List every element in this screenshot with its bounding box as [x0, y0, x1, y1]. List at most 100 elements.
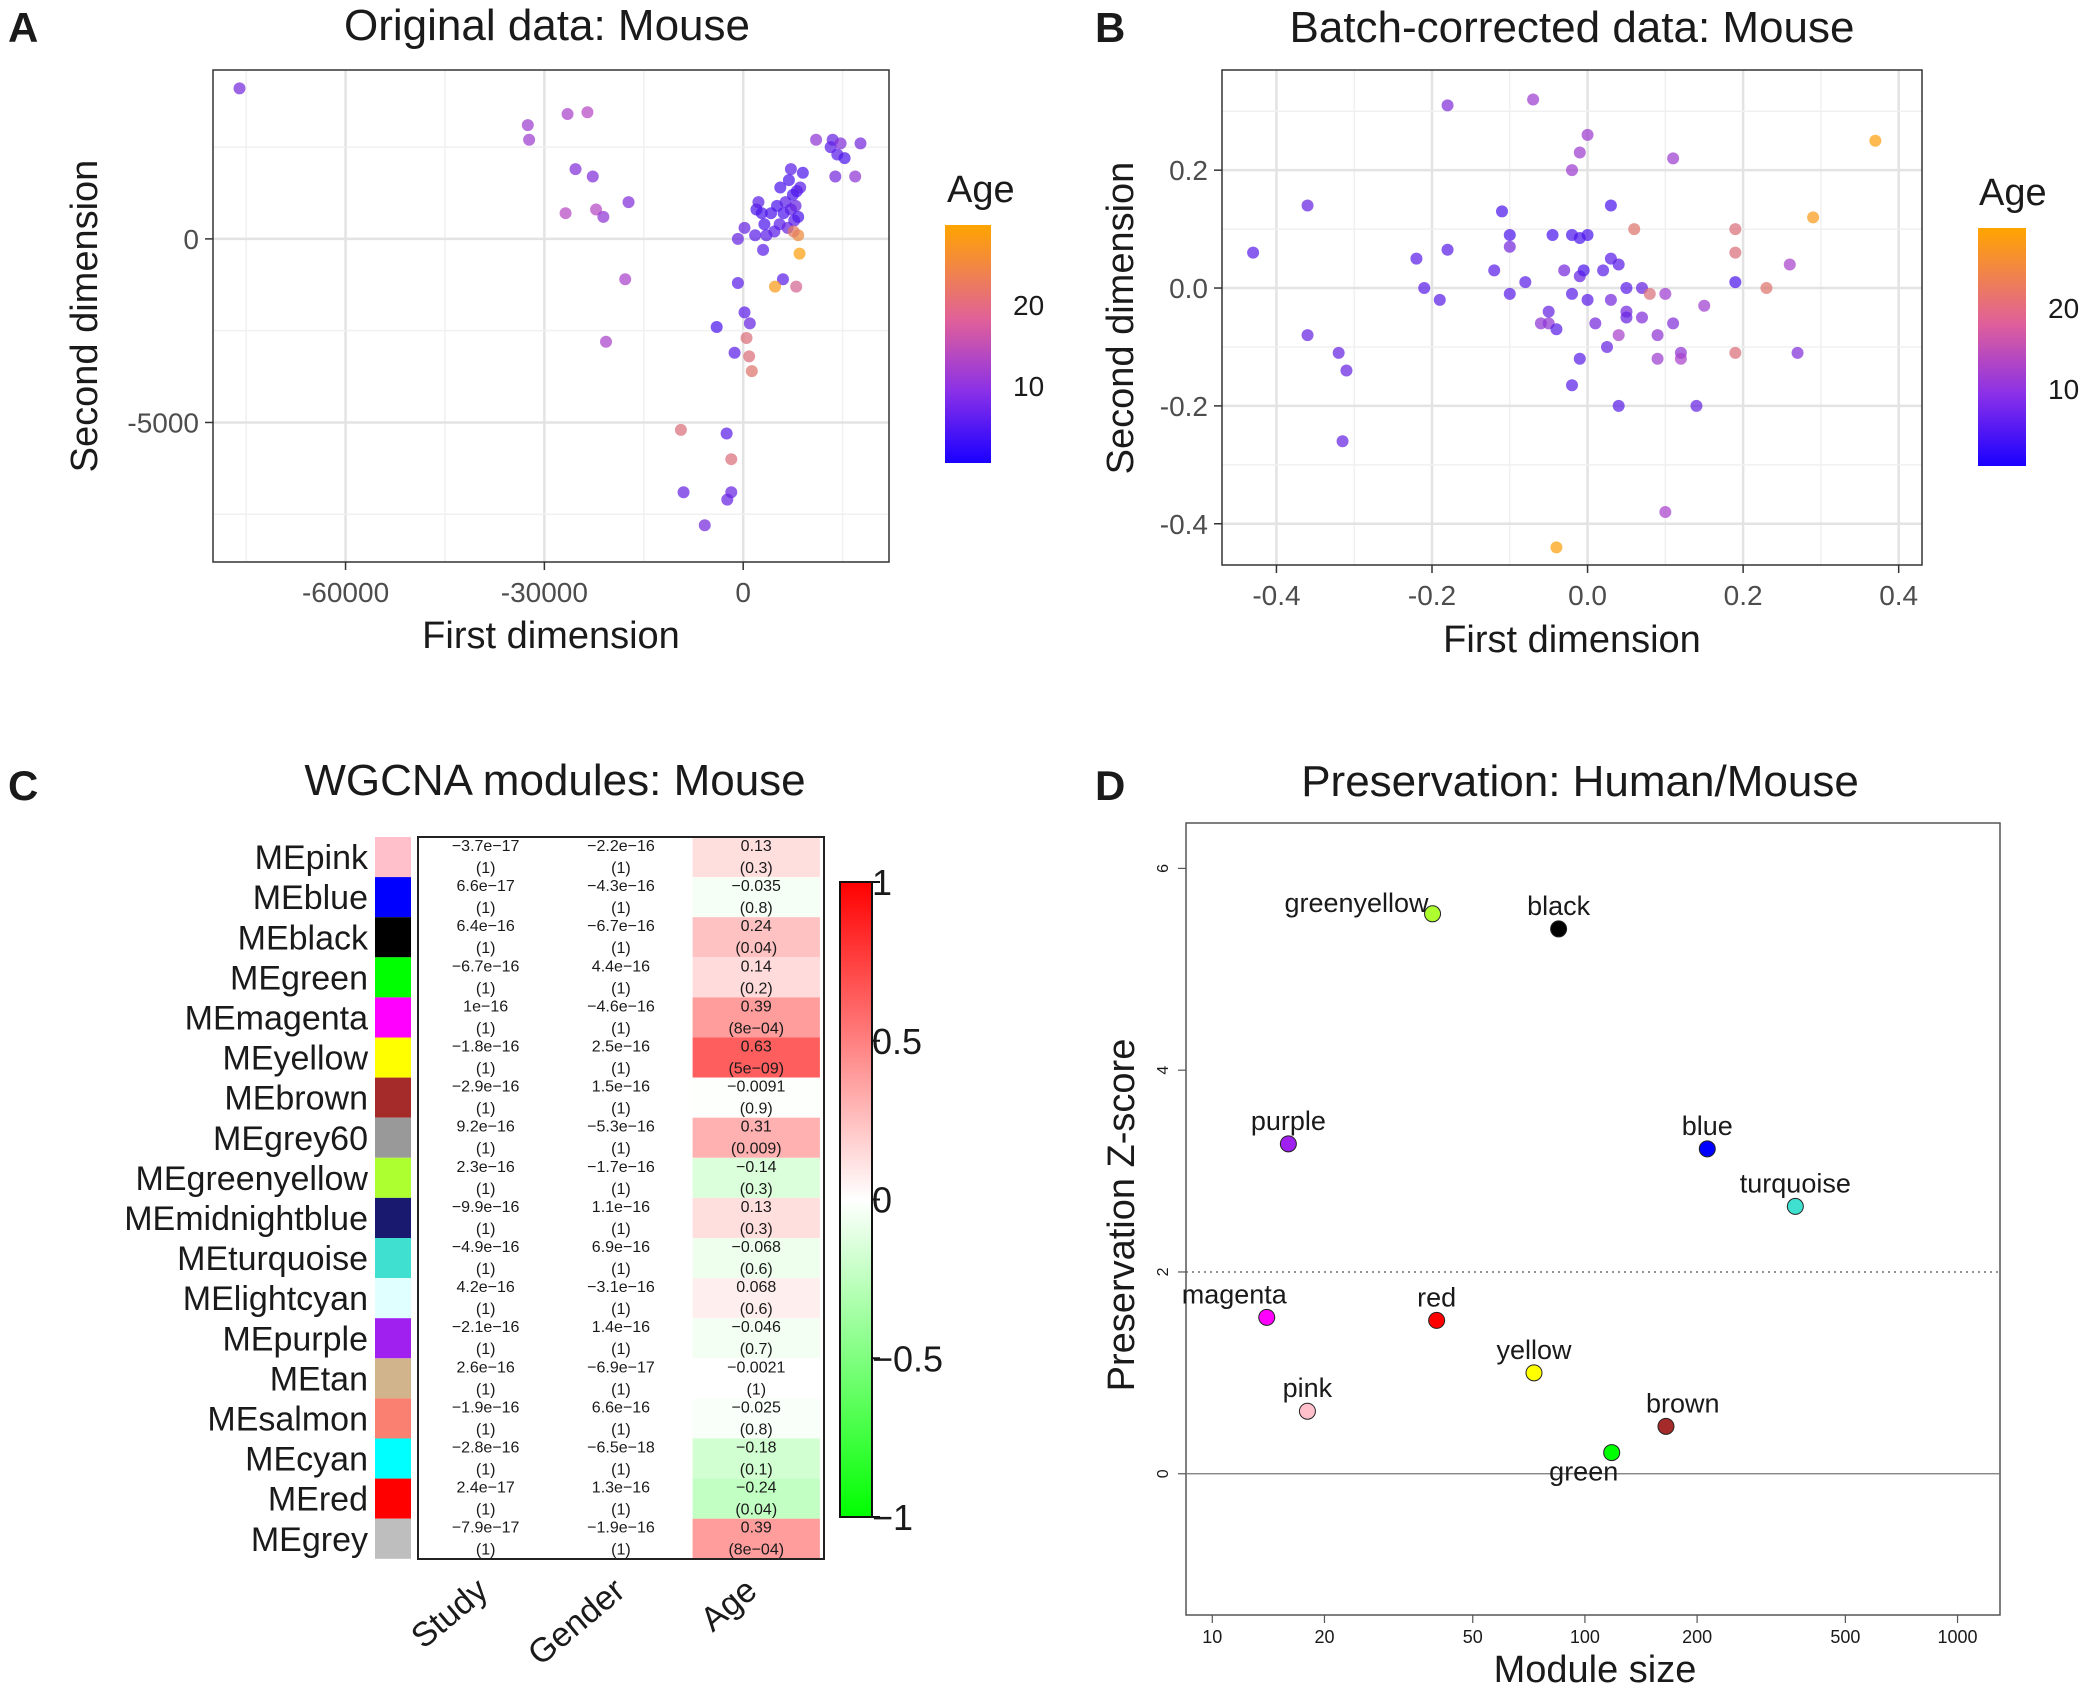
panel-c-cell-pvalue: (1) — [611, 1462, 631, 1479]
panel-d-ticks: 10 20 50 100 200 500 1000 0 2 4 6 — [1155, 864, 1978, 1647]
panel-d-point-label: green — [1549, 1457, 1618, 1487]
panel-b-point — [1597, 264, 1610, 277]
panel-c-cell — [692, 1478, 820, 1519]
panel-b-point — [1667, 317, 1680, 330]
panel-c-cell-value: −6.7e−16 — [452, 958, 520, 975]
panel-c-cell-pvalue: (1) — [476, 860, 496, 877]
panel-d-plot-frame — [1185, 822, 2001, 1616]
panel-c-row-label: MEgrey60 — [213, 1120, 368, 1158]
panel-a-point — [561, 108, 574, 121]
panel-c-cell-value: 6.6e−16 — [592, 1399, 650, 1416]
panel-c-cell — [692, 997, 820, 1038]
panel-c-cell-value: 1.1e−16 — [592, 1199, 650, 1216]
panel-b-point — [1566, 164, 1578, 177]
panel-d-x-tick-label: 100 — [1570, 1627, 1600, 1647]
panel-b-point — [1651, 329, 1664, 342]
panel-a-point — [774, 181, 787, 194]
panel-c-row-label: MEblack — [238, 919, 369, 957]
panel-c-cell-pvalue: (1) — [611, 1221, 631, 1238]
panel-a-point — [758, 218, 771, 231]
panel-c-cell — [692, 1157, 820, 1198]
panel-c-cell — [418, 1398, 554, 1439]
panel-c-cell — [692, 1278, 820, 1319]
panel-d-point — [1428, 1311, 1446, 1329]
panel-c-cell-value: −7.9e−17 — [452, 1520, 520, 1537]
panel-b-point — [1612, 258, 1625, 271]
panel-c-cell-pvalue: (1) — [611, 1542, 631, 1559]
panel-a-x-label: First dimension — [422, 615, 680, 657]
panel-c-cell-value: 0.14 — [741, 958, 772, 975]
panel-a-point — [757, 243, 770, 256]
panel-c-cell-pvalue: (1) — [611, 1261, 631, 1278]
panel-c-cell-pvalue: (1) — [611, 1020, 631, 1037]
panel-c-cell-value: −1.8e−16 — [452, 1039, 520, 1056]
panel-b-point — [1620, 282, 1633, 295]
panel-c-cell-pvalue: (1) — [476, 940, 496, 957]
panel-c-cell-value: 6.4e−16 — [457, 918, 515, 935]
panel-b-point — [1301, 199, 1314, 212]
panel-c-cell-pvalue: (1) — [611, 940, 631, 957]
panel-c-cell-pvalue: (1) — [611, 1181, 631, 1198]
panel-c-cell — [553, 1358, 689, 1399]
panel-c-cell — [418, 1358, 554, 1399]
panel-b-point — [1550, 541, 1563, 554]
panel-b-point — [1336, 435, 1349, 448]
panel-c-cell — [418, 1197, 554, 1238]
panel-b-point — [1410, 252, 1423, 265]
panel-c-cell — [553, 917, 689, 958]
panel-c-cell-value: 2.5e−16 — [592, 1039, 650, 1056]
panel-c-cell-value: −1.9e−16 — [587, 1520, 655, 1537]
panel-c-cell — [418, 917, 554, 958]
panel-d-point — [1279, 1135, 1297, 1153]
panel-c-cell-pvalue: (1) — [476, 1061, 496, 1078]
panel-c-cell — [553, 1197, 689, 1238]
panel-b-point — [1542, 305, 1555, 318]
panel-b-points — [1247, 93, 1882, 554]
panel-b-x-tick-label: -0.4 — [1252, 580, 1300, 611]
panel-c-cell-value: 0.24 — [741, 918, 772, 935]
panel-c-cell-pvalue: (0.3) — [740, 1181, 773, 1198]
panel-a-point — [782, 174, 795, 187]
panel-b-point — [1604, 199, 1617, 212]
panel-b-y-tick-label: -0.2 — [1160, 391, 1208, 422]
panel-d-point-label: blue — [1682, 1111, 1733, 1141]
panel-b-point — [1566, 287, 1578, 300]
panel-a-point — [731, 232, 744, 245]
panel-d-point-label: red — [1417, 1282, 1456, 1312]
panel-c-cell-pvalue: (1) — [476, 1502, 496, 1519]
panel-a-x-tick-label: -60000 — [302, 577, 389, 608]
panel-c-heatmap-frame — [417, 836, 825, 1560]
panel-b-point — [1674, 352, 1687, 365]
panel-c-cell-pvalue: (1) — [611, 1301, 631, 1318]
panel-a-point — [725, 453, 738, 466]
panel-d-x-label: Module size — [1494, 1649, 1697, 1691]
panel-c-cell-value: 0.39 — [741, 998, 772, 1015]
panel-a-point — [590, 203, 603, 216]
panel-c-module-swatch — [375, 917, 411, 958]
panel-c-cell-pvalue: (0.04) — [735, 1502, 777, 1519]
panel-a-point — [834, 137, 847, 150]
panel-a-point — [559, 207, 572, 220]
panel-c-cell — [553, 1318, 689, 1359]
panel-c-cell-value: −6.5e−18 — [587, 1440, 655, 1457]
panel-c-cell-pvalue: (1) — [611, 1341, 631, 1358]
panel-b-point — [1659, 287, 1672, 300]
panel-a-point — [738, 221, 751, 234]
panel-c-cell-value: 6.9e−16 — [592, 1239, 650, 1256]
panel-c-cell — [418, 1518, 554, 1559]
panel-b-point — [1503, 287, 1516, 300]
panel-a-point — [581, 106, 594, 119]
panel-c-module-swatch — [375, 837, 411, 878]
panel-c-cell-pvalue: (1) — [611, 860, 631, 877]
panel-a-point — [829, 170, 842, 183]
panel-c-cell-value: −3.7e−17 — [452, 838, 520, 855]
panel-d-y-tick-label: 2 — [1155, 1267, 1172, 1276]
panel-d-point — [1698, 1140, 1716, 1158]
panel-c-cell-pvalue: (0.3) — [740, 860, 773, 877]
panel-c-cell-pvalue: (1) — [611, 1061, 631, 1078]
panel-b-point — [1612, 329, 1625, 342]
panel-b-point — [1783, 258, 1796, 271]
panel-d-point-label: greenyellow — [1284, 888, 1429, 918]
panel-c-colorbar-tick-label: 0.5 — [872, 1021, 922, 1062]
